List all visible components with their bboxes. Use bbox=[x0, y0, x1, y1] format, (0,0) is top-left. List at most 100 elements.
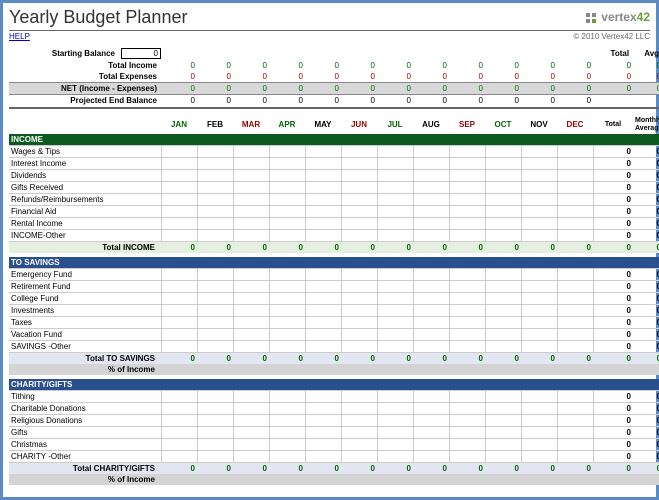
budget-cell[interactable] bbox=[305, 439, 341, 451]
budget-cell[interactable] bbox=[557, 146, 593, 158]
budget-cell[interactable] bbox=[305, 293, 341, 305]
budget-cell[interactable] bbox=[377, 305, 413, 317]
budget-cell[interactable] bbox=[161, 170, 197, 182]
budget-cell[interactable] bbox=[449, 293, 485, 305]
budget-cell[interactable] bbox=[161, 403, 197, 415]
budget-cell[interactable] bbox=[341, 146, 377, 158]
budget-cell[interactable] bbox=[485, 403, 521, 415]
budget-cell[interactable] bbox=[413, 427, 449, 439]
budget-cell[interactable] bbox=[161, 427, 197, 439]
budget-cell[interactable] bbox=[413, 415, 449, 427]
budget-cell[interactable] bbox=[269, 206, 305, 218]
budget-cell[interactable] bbox=[197, 218, 233, 230]
budget-cell[interactable] bbox=[377, 218, 413, 230]
budget-cell[interactable] bbox=[233, 206, 269, 218]
budget-cell[interactable] bbox=[161, 391, 197, 403]
budget-cell[interactable] bbox=[161, 230, 197, 242]
budget-cell[interactable] bbox=[161, 218, 197, 230]
budget-cell[interactable] bbox=[341, 451, 377, 463]
budget-cell[interactable] bbox=[377, 403, 413, 415]
budget-cell[interactable] bbox=[341, 158, 377, 170]
budget-cell[interactable] bbox=[197, 439, 233, 451]
budget-cell[interactable] bbox=[521, 403, 557, 415]
budget-cell[interactable] bbox=[413, 182, 449, 194]
budget-cell[interactable] bbox=[377, 329, 413, 341]
budget-cell[interactable] bbox=[197, 206, 233, 218]
budget-cell[interactable] bbox=[485, 415, 521, 427]
budget-cell[interactable] bbox=[197, 305, 233, 317]
budget-cell[interactable] bbox=[269, 391, 305, 403]
budget-cell[interactable] bbox=[341, 230, 377, 242]
budget-cell[interactable] bbox=[269, 451, 305, 463]
budget-cell[interactable] bbox=[413, 293, 449, 305]
budget-cell[interactable] bbox=[449, 341, 485, 353]
budget-cell[interactable] bbox=[485, 194, 521, 206]
budget-cell[interactable] bbox=[521, 341, 557, 353]
budget-cell[interactable] bbox=[233, 305, 269, 317]
budget-cell[interactable] bbox=[341, 439, 377, 451]
budget-cell[interactable] bbox=[269, 158, 305, 170]
budget-cell[interactable] bbox=[413, 281, 449, 293]
budget-cell[interactable] bbox=[557, 230, 593, 242]
budget-cell[interactable] bbox=[233, 218, 269, 230]
budget-cell[interactable] bbox=[377, 439, 413, 451]
budget-cell[interactable] bbox=[557, 317, 593, 329]
budget-cell[interactable] bbox=[485, 293, 521, 305]
budget-cell[interactable] bbox=[521, 391, 557, 403]
budget-cell[interactable] bbox=[377, 451, 413, 463]
budget-cell[interactable] bbox=[557, 341, 593, 353]
budget-cell[interactable] bbox=[161, 305, 197, 317]
budget-cell[interactable] bbox=[449, 329, 485, 341]
budget-cell[interactable] bbox=[521, 329, 557, 341]
budget-cell[interactable] bbox=[557, 305, 593, 317]
budget-cell[interactable] bbox=[161, 182, 197, 194]
budget-cell[interactable] bbox=[341, 281, 377, 293]
budget-cell[interactable] bbox=[269, 170, 305, 182]
budget-cell[interactable] bbox=[557, 218, 593, 230]
budget-cell[interactable] bbox=[413, 317, 449, 329]
budget-cell[interactable] bbox=[197, 146, 233, 158]
budget-cell[interactable] bbox=[305, 230, 341, 242]
budget-cell[interactable] bbox=[161, 451, 197, 463]
budget-cell[interactable] bbox=[521, 170, 557, 182]
budget-cell[interactable] bbox=[269, 218, 305, 230]
budget-cell[interactable] bbox=[521, 293, 557, 305]
budget-cell[interactable] bbox=[233, 158, 269, 170]
budget-cell[interactable] bbox=[557, 391, 593, 403]
budget-cell[interactable] bbox=[233, 427, 269, 439]
budget-cell[interactable] bbox=[161, 317, 197, 329]
budget-cell[interactable] bbox=[377, 182, 413, 194]
budget-cell[interactable] bbox=[413, 403, 449, 415]
budget-cell[interactable] bbox=[449, 146, 485, 158]
budget-cell[interactable] bbox=[269, 415, 305, 427]
budget-cell[interactable] bbox=[305, 269, 341, 281]
budget-cell[interactable] bbox=[341, 206, 377, 218]
budget-cell[interactable] bbox=[269, 305, 305, 317]
budget-cell[interactable] bbox=[341, 403, 377, 415]
budget-cell[interactable] bbox=[341, 341, 377, 353]
budget-cell[interactable] bbox=[557, 206, 593, 218]
budget-cell[interactable] bbox=[413, 305, 449, 317]
budget-cell[interactable] bbox=[485, 341, 521, 353]
budget-cell[interactable] bbox=[161, 281, 197, 293]
budget-cell[interactable] bbox=[557, 403, 593, 415]
budget-cell[interactable] bbox=[413, 158, 449, 170]
budget-cell[interactable] bbox=[341, 329, 377, 341]
budget-cell[interactable] bbox=[269, 281, 305, 293]
budget-cell[interactable] bbox=[521, 158, 557, 170]
budget-cell[interactable] bbox=[449, 317, 485, 329]
budget-cell[interactable] bbox=[161, 439, 197, 451]
budget-cell[interactable] bbox=[233, 281, 269, 293]
budget-cell[interactable] bbox=[413, 146, 449, 158]
budget-cell[interactable] bbox=[449, 391, 485, 403]
budget-cell[interactable] bbox=[305, 146, 341, 158]
budget-cell[interactable] bbox=[305, 391, 341, 403]
budget-cell[interactable] bbox=[341, 170, 377, 182]
budget-cell[interactable] bbox=[557, 182, 593, 194]
budget-cell[interactable] bbox=[485, 391, 521, 403]
budget-cell[interactable] bbox=[305, 317, 341, 329]
budget-cell[interactable] bbox=[233, 146, 269, 158]
budget-cell[interactable] bbox=[485, 269, 521, 281]
budget-cell[interactable] bbox=[233, 170, 269, 182]
budget-cell[interactable] bbox=[233, 230, 269, 242]
